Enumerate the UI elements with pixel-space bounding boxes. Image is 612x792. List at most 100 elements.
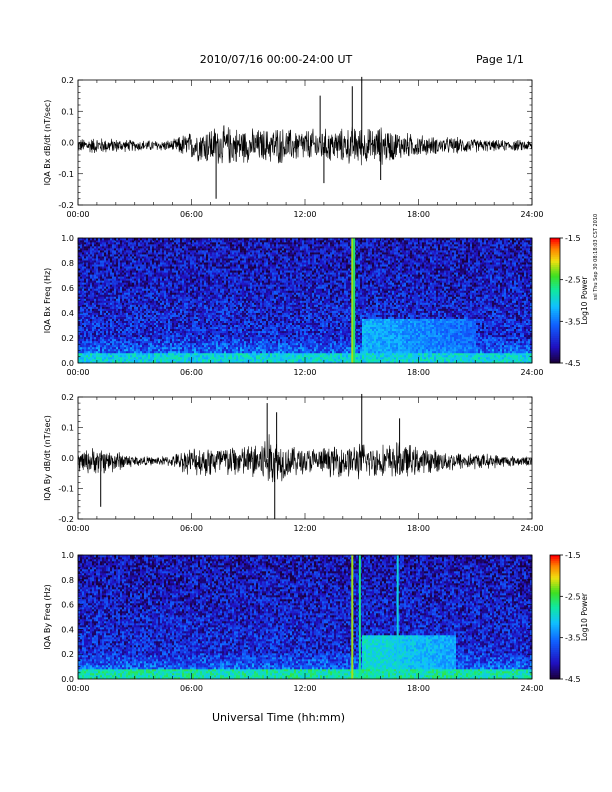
spectrogram-cell: [128, 350, 131, 354]
spectrogram-cell: [110, 300, 113, 303]
spectrogram-cell: [84, 256, 87, 259]
spectrogram-cell: [210, 248, 213, 251]
spectrogram-cell: [116, 244, 119, 247]
spectrogram-cell: [180, 360, 183, 364]
spectrogram-cell: [186, 354, 189, 358]
spectrogram-cell: [124, 248, 127, 251]
spectrogram-cell: [208, 250, 211, 253]
spectrogram-cell: [190, 238, 193, 241]
spectrogram-cell: [108, 330, 111, 334]
spectrogram-cell: [124, 326, 127, 330]
spectrogram-cell: [216, 258, 219, 261]
spectrogram-cell: [94, 268, 97, 271]
spectrogram-cell: [106, 306, 109, 309]
spectrogram-cell: [122, 254, 125, 257]
spectrogram-cell: [130, 302, 133, 305]
spectrogram-cell: [230, 262, 233, 265]
spectrogram-cell: [176, 350, 179, 354]
spectrogram-cell: [130, 344, 133, 348]
spectrogram-cell: [132, 354, 135, 358]
spectrogram-cell: [94, 354, 97, 358]
spectrogram-cell: [88, 334, 91, 338]
spectrogram-cell: [84, 272, 87, 275]
spectrogram-cell: [100, 270, 103, 273]
spectrogram-cell: [178, 284, 181, 287]
spectrogram-cell: [90, 360, 93, 364]
spectrogram-cell: [164, 332, 167, 336]
spectrogram-cell: [112, 348, 115, 352]
spectrogram-cell: [210, 268, 213, 271]
spectrogram-cell: [234, 324, 237, 328]
spectrogram-cell: [198, 276, 201, 279]
spectrogram-cell: [114, 314, 117, 317]
spectrogram-cell: [144, 328, 147, 332]
spectrogram-cell: [220, 316, 223, 319]
spectrogram-cell: [154, 330, 157, 334]
spectrogram-cell: [192, 238, 195, 241]
spectrogram-cell: [208, 276, 211, 279]
spectrogram-cell: [88, 328, 91, 332]
spectrogram-cell: [198, 318, 201, 321]
spectrogram-cell: [126, 258, 129, 261]
spectrogram-cell: [206, 252, 209, 255]
spectrogram-cell: [142, 334, 145, 338]
spectrogram-cell: [210, 342, 213, 346]
spectrogram-cell: [200, 346, 203, 350]
spectrogram-cell: [220, 320, 223, 323]
spectrogram-cell: [170, 344, 173, 348]
spectrogram-cell: [144, 258, 147, 261]
spectrogram-cell: [156, 356, 159, 360]
spectrogram-cell: [170, 302, 173, 305]
spectrogram-cell: [104, 248, 107, 251]
spectrogram-cell: [224, 322, 227, 325]
spectrogram-cell: [214, 322, 217, 325]
spectrogram-cell: [130, 348, 133, 352]
spectrogram-cell: [84, 336, 87, 340]
spectrogram-cell: [104, 294, 107, 297]
spectrogram-cell: [232, 258, 235, 261]
spectrogram-cell: [202, 256, 205, 259]
spectrogram-cell: [200, 342, 203, 346]
spectrogram-cell: [136, 298, 139, 301]
spectrogram-cell: [226, 250, 229, 253]
spectrogram-cell: [160, 348, 163, 352]
spectrogram-cell: [140, 288, 143, 291]
spectrogram-cell: [218, 332, 221, 336]
spectrogram-cell: [210, 282, 213, 285]
spectrogram-cell: [200, 280, 203, 283]
spectrogram-cell: [88, 270, 91, 273]
spectrogram-cell: [204, 352, 207, 356]
spectrogram-cell: [120, 278, 123, 281]
spectrogram-cell: [188, 266, 191, 269]
spectrogram-cell: [186, 344, 189, 348]
spectrogram-cell: [132, 304, 135, 307]
spectrogram-cell: [86, 344, 89, 348]
spectrogram-cell: [116, 360, 119, 364]
spectrogram-cell: [226, 280, 229, 283]
spectrogram-cell: [210, 240, 213, 243]
spectrogram-cell: [90, 248, 93, 251]
spectrogram-cell: [150, 338, 153, 342]
spectrogram-cell: [138, 264, 141, 267]
spectrogram-cell: [230, 342, 233, 346]
spectrogram-cell: [158, 272, 161, 275]
spectrogram-cell: [172, 342, 175, 346]
spectrogram-cell: [230, 354, 233, 358]
spectrogram-cell: [146, 306, 149, 309]
spectrogram-cell: [94, 340, 97, 344]
y-axis-label: IQA Bx dB/dt (nT/sec): [43, 100, 52, 186]
spectrogram-cell: [154, 332, 157, 336]
spectrogram-cell: [206, 336, 209, 340]
spectrogram-cell: [228, 276, 231, 279]
spectrogram-cell: [80, 260, 83, 263]
spectrogram-cell: [124, 252, 127, 255]
spectrogram-cell: [92, 340, 95, 344]
spectrogram-cell: [184, 276, 187, 279]
spectrogram-cell: [156, 332, 159, 336]
spectrogram-cell: [108, 336, 111, 340]
spectrogram-cell: [92, 262, 95, 265]
spectrogram-cell: [176, 306, 179, 309]
spectrogram-cell: [182, 270, 185, 273]
spectrogram-cell: [128, 360, 131, 364]
spectrogram-cell: [194, 254, 197, 257]
